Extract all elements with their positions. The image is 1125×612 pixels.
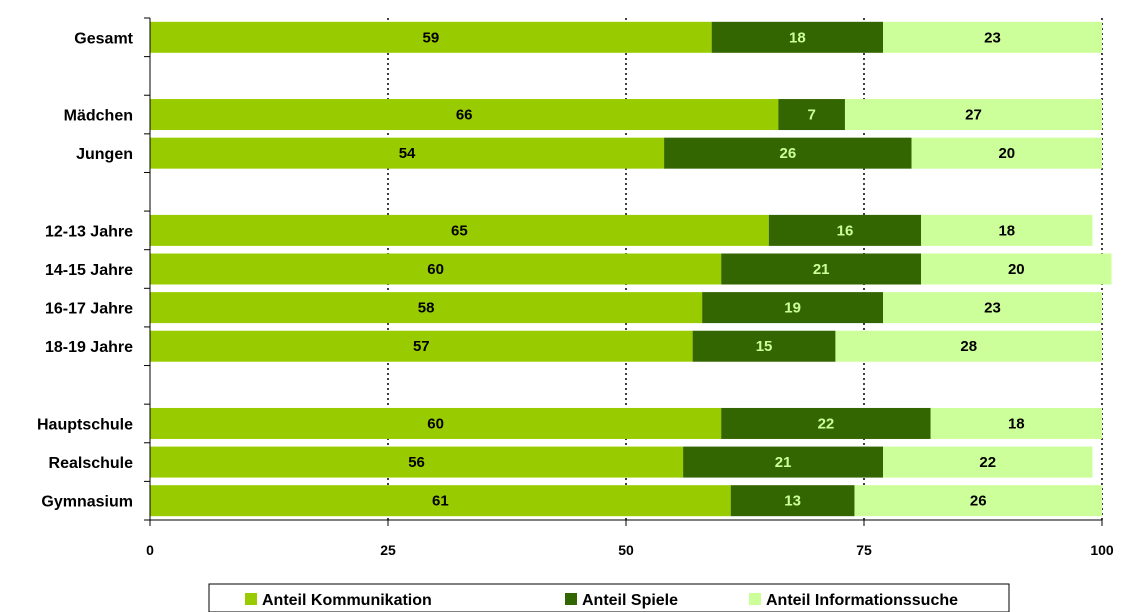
bar-segment (702, 292, 884, 324)
data-label: 59 (422, 29, 439, 46)
data-label: 56 (408, 454, 425, 471)
data-label: 66 (456, 107, 473, 124)
category-label: 16-17 Jahre (45, 301, 133, 318)
bar-segment (150, 253, 722, 285)
bars: 59 18 23 66 7 27 54 26 20 65 16 18 60 21 20 58 19 23 57 15 2… (150, 21, 1112, 517)
data-label: 13 (784, 493, 801, 510)
bar-segment (150, 21, 712, 53)
data-label: 60 (427, 415, 444, 432)
category-label: Mädchen (64, 108, 133, 125)
bar-segment (711, 21, 884, 53)
bar-segment (844, 99, 1102, 131)
data-label: 28 (960, 338, 977, 355)
data-label: 16 (837, 222, 854, 239)
x-tick-label: 75 (856, 542, 872, 558)
data-label: 27 (965, 107, 982, 124)
data-label: 22 (818, 415, 835, 432)
category-label: 14-15 Jahre (45, 262, 133, 279)
bar-segment (921, 214, 1093, 246)
x-tick-label: 25 (380, 542, 396, 558)
category-label: 12-13 Jahre (45, 223, 133, 240)
data-label: 18 (789, 29, 806, 46)
bar-segment (150, 99, 779, 131)
data-label: 20 (998, 145, 1015, 162)
legend-label: Anteil Informationssuche (766, 592, 958, 609)
data-label: 7 (807, 107, 815, 124)
data-label: 61 (432, 493, 449, 510)
bar-segment (664, 137, 912, 169)
data-label: 54 (399, 145, 416, 162)
legend-label: Anteil Spiele (582, 592, 678, 609)
bar-segment (911, 137, 1102, 169)
bar-segment (730, 485, 855, 517)
bar-segment (854, 485, 1102, 517)
data-label: 18 (998, 222, 1015, 239)
bar-segment (921, 253, 1112, 285)
data-label: 26 (779, 145, 796, 162)
legend-swatch (245, 593, 257, 605)
legend-label: Anteil Kommunikation (262, 592, 432, 609)
bar-segment (778, 99, 845, 131)
legend-swatch (565, 593, 577, 605)
bar-segment (692, 330, 836, 362)
bar-segment (721, 407, 931, 439)
x-tick-label: 0 (146, 542, 154, 558)
bar-segment (150, 214, 769, 246)
bar-segment (150, 485, 731, 517)
legend-box (208, 583, 1010, 612)
data-label: 22 (979, 454, 996, 471)
legend: Anteil Kommunikation Anteil Spiele Anteil … (208, 583, 1010, 612)
legend-swatch (749, 593, 761, 605)
category-label: Jungen (76, 146, 133, 163)
category-label: Gymnasium (41, 494, 133, 511)
x-tick-label: 100 (1090, 542, 1114, 558)
bar-segment (721, 253, 922, 285)
bar-segment (883, 292, 1102, 324)
x-tick-label: 50 (618, 542, 634, 558)
category-label: Realschule (49, 455, 134, 472)
bar-segment (883, 21, 1102, 53)
data-label: 58 (418, 300, 435, 317)
bar-segment (150, 446, 684, 478)
bar-segment (883, 446, 1093, 478)
data-label: 15 (756, 338, 773, 355)
category-label: Hauptschule (37, 416, 133, 433)
bar-segment (150, 137, 665, 169)
data-label: 18 (1008, 415, 1025, 432)
data-label: 23 (984, 300, 1001, 317)
bar-segment (683, 446, 884, 478)
bar-segment (930, 407, 1102, 439)
data-label: 21 (775, 454, 792, 471)
data-label: 26 (970, 493, 987, 510)
bar-segment (768, 214, 922, 246)
category-label: Gesamt (74, 30, 133, 47)
data-label: 65 (451, 222, 468, 239)
data-label: 60 (427, 261, 444, 278)
category-label: 18-19 Jahre (45, 339, 133, 356)
bar-segment (150, 292, 703, 324)
axes: Gesamt Mädchen Jungen 12-13 Jahre 14-15 Jahr… (37, 17, 1114, 558)
data-label: 57 (413, 338, 430, 355)
data-label: 21 (813, 261, 830, 278)
bar-segment (150, 330, 693, 362)
data-label: 20 (1008, 261, 1025, 278)
data-label: 23 (984, 29, 1001, 46)
bar-segment (150, 407, 722, 439)
data-label: 19 (784, 300, 801, 317)
bar-segment (835, 330, 1102, 362)
